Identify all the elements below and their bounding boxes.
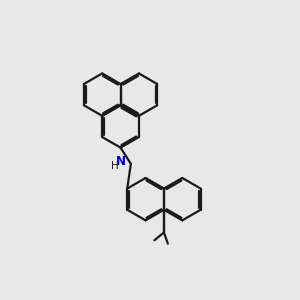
Text: H: H — [111, 161, 119, 171]
Text: N: N — [116, 155, 126, 168]
